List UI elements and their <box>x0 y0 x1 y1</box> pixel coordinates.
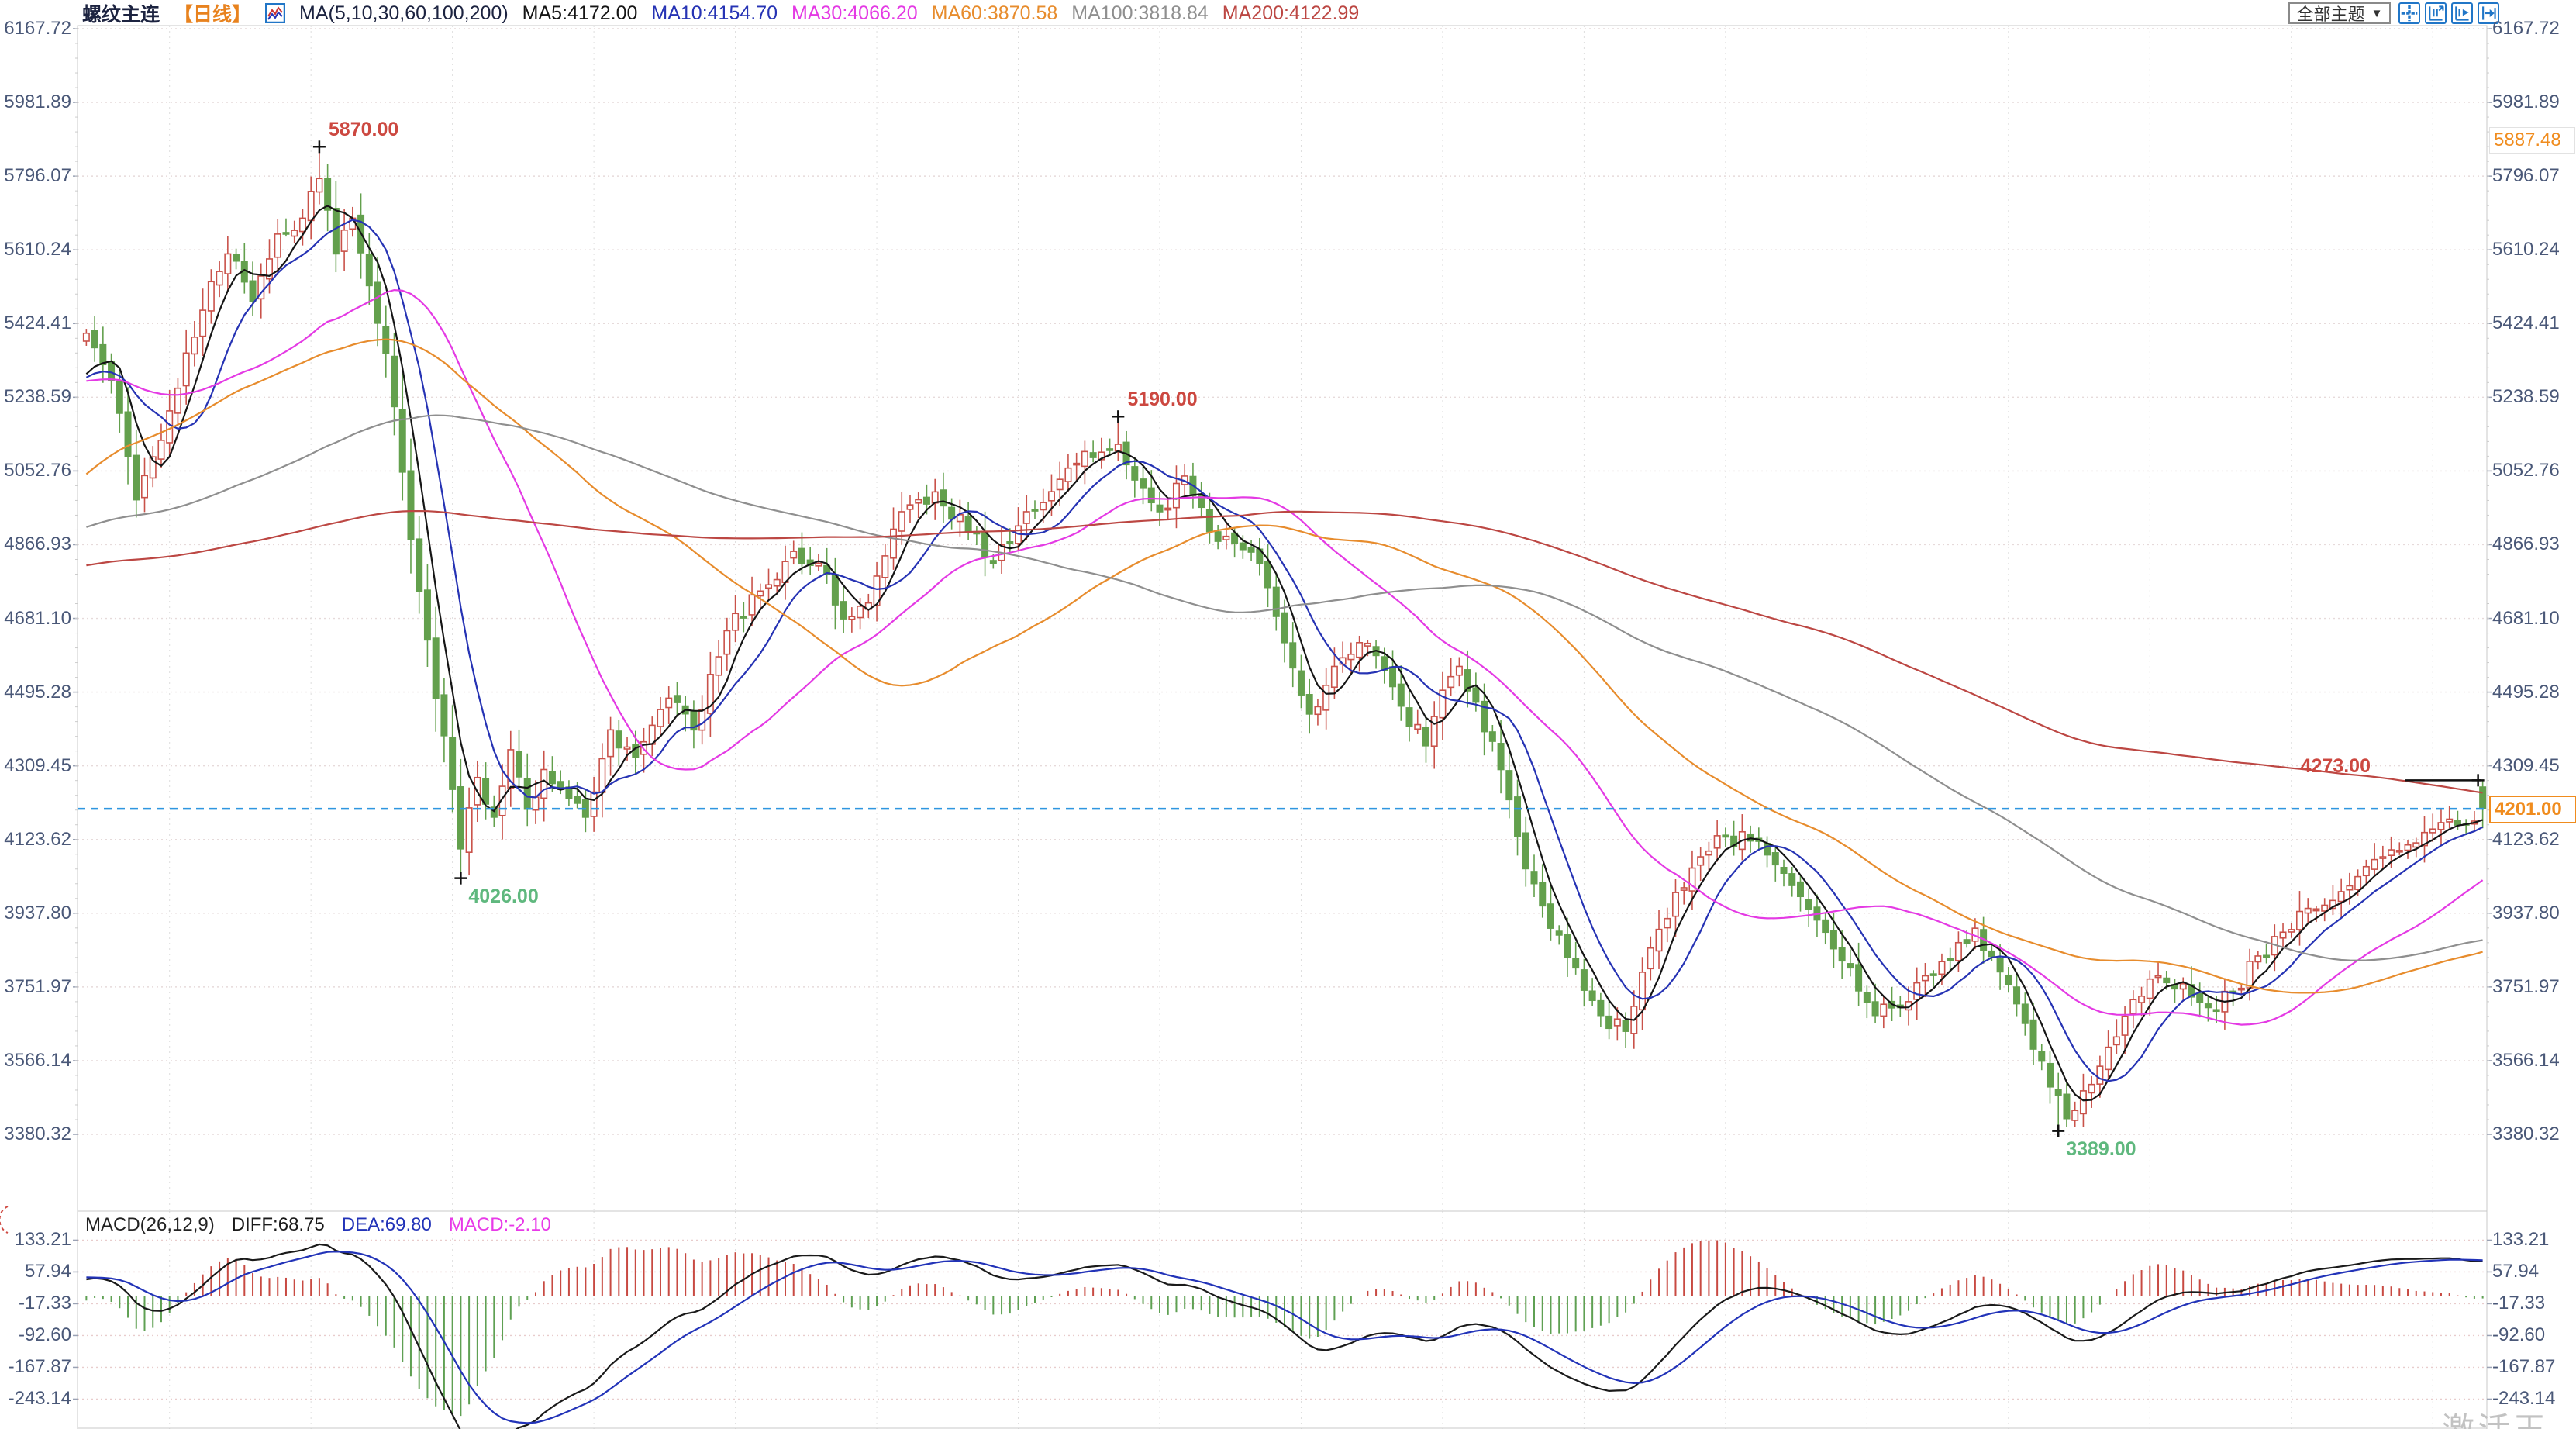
price-axis-label-right: 5610.24 <box>2492 239 2560 261</box>
price-axis-label-left: 4681.10 <box>4 607 71 629</box>
price-axis-label-left: 3751.97 <box>4 975 71 997</box>
macd-axis-label-left: -167.87 <box>8 1356 71 1378</box>
ma30-value: MA30:4066.20 <box>791 2 918 24</box>
price-axis-label-left: 3566.14 <box>4 1049 71 1071</box>
price-axis-label-left: 5610.24 <box>4 239 71 261</box>
price-axis-label-right: 5981.89 <box>2492 91 2560 113</box>
macd-axis-label-left: -92.60 <box>18 1324 71 1346</box>
macd-axis-label-left: 133.21 <box>14 1229 71 1251</box>
jump-to-latest-button[interactable] <box>2478 2 2499 24</box>
pan-button[interactable] <box>2398 2 2420 24</box>
price-axis-label-left: 4123.62 <box>4 828 71 850</box>
price-axis-label-left: 5238.59 <box>4 386 71 408</box>
price-axis-label-left: 6167.72 <box>4 18 71 39</box>
price-axis-label-right: 5796.07 <box>2492 165 2560 187</box>
price-axis-label-right: 3937.80 <box>2492 902 2560 923</box>
instrument-name: 螺纹主连 <box>82 4 160 26</box>
macd-macd-value: MACD:-2.10 <box>448 1214 551 1235</box>
price-annotation: 4273.00 <box>2300 755 2371 778</box>
price-axis-label-right: 6167.72 <box>2492 18 2560 39</box>
ma60-value: MA60:3870.58 <box>931 2 1058 24</box>
price-axis-label-left: 4495.28 <box>4 681 71 702</box>
price-axis-label-right: 3380.32 <box>2492 1124 2560 1144</box>
price-axis-label-left: 3380.32 <box>4 1124 71 1144</box>
jump-to-latest-icon <box>2482 6 2496 20</box>
macd-params-label: MACD(26,12,9) <box>85 1214 215 1235</box>
expand-x-icon <box>2455 6 2469 21</box>
price-axis-label-left: 5052.76 <box>4 460 71 482</box>
ma5-value: MA5:4172.00 <box>522 2 638 24</box>
price-axis-label-left: 5796.07 <box>4 165 71 187</box>
theme-selector-dropdown[interactable]: 全部主题 ▼ <box>2288 2 2391 24</box>
price-axis-label-right: 5238.59 <box>2492 386 2560 408</box>
pan-icon <box>2401 5 2418 22</box>
price-annotation: 5870.00 <box>328 119 399 141</box>
theme-selector-label: 全部主题 <box>2296 5 2365 24</box>
macd-axis-label-left: -17.33 <box>18 1293 71 1314</box>
price-annotation: 3389.00 <box>2066 1137 2136 1160</box>
chart-header: 螺纹主连 【日线】 MA(5,10,30,60,100,200) MA5:417… <box>82 2 1360 26</box>
last-price-tag: 4201.00 <box>2489 796 2576 824</box>
macd-axis-label-right: -167.87 <box>2492 1356 2556 1378</box>
price-axis-label-right: 3751.97 <box>2492 975 2560 997</box>
price-axis-label-right: 4681.10 <box>2492 607 2560 629</box>
ma200-value: MA200:4122.99 <box>1222 2 1360 24</box>
macd-axis-label-left: 57.94 <box>24 1261 71 1282</box>
compress-x-icon <box>2429 5 2444 21</box>
macd-axis-label-right: -17.33 <box>2492 1293 2546 1314</box>
macd-axis-label-left: -243.14 <box>8 1388 71 1410</box>
session-high-price-tag: 5887.48 <box>2489 127 2575 154</box>
compress-x-button[interactable] <box>2425 2 2447 24</box>
price-axis-label-right: 4123.62 <box>2492 828 2560 850</box>
price-axis-label-right: 5424.41 <box>2492 312 2560 334</box>
price-axis-label-left: 4866.93 <box>4 533 71 555</box>
macd-axis-label-right: -92.60 <box>2492 1324 2546 1346</box>
macd-dea-value: DEA:69.80 <box>341 1214 432 1235</box>
macd-panel-header: MACD(26,12,9) DIFF:68.75 DEA:69.80 MACD:… <box>85 1214 551 1236</box>
macd-axis-label-right: 133.21 <box>2492 1229 2550 1251</box>
ma10-value: MA10:4154.70 <box>651 2 778 24</box>
price-axis-label-left: 3937.80 <box>4 902 71 923</box>
chevron-down-icon: ▼ <box>2371 6 2383 20</box>
period-label: 【日线】 <box>174 4 252 26</box>
price-axis-label-left: 5981.89 <box>4 91 71 113</box>
price-axis-label-right: 4309.45 <box>2492 754 2560 776</box>
expand-x-button[interactable] <box>2451 2 2473 24</box>
indicator-chart-icon[interactable] <box>264 2 286 24</box>
ma100-value: MA100:3818.84 <box>1071 2 1209 24</box>
ma-settings-label: MA(5,10,30,60,100,200) <box>299 2 509 24</box>
price-axis-label-right: 5052.76 <box>2492 460 2560 482</box>
price-axis-label-right: 3566.14 <box>2492 1049 2560 1071</box>
price-annotation: 5190.00 <box>1127 388 1198 411</box>
price-axis-label-right: 4866.93 <box>2492 533 2560 555</box>
trial-watermark: 激活王 <box>2442 1403 2549 1429</box>
macd-diff-value: DIFF:68.75 <box>231 1214 325 1235</box>
macd-axis-label-right: 57.94 <box>2492 1261 2540 1282</box>
price-annotation: 4026.00 <box>468 885 539 907</box>
macd-axis-label-right: -243.14 <box>2492 1388 2556 1410</box>
price-axis-label-left: 5424.41 <box>4 312 71 334</box>
price-axis-label-right: 4495.28 <box>2492 681 2560 702</box>
price-axis-label-left: 4309.45 <box>4 754 71 776</box>
